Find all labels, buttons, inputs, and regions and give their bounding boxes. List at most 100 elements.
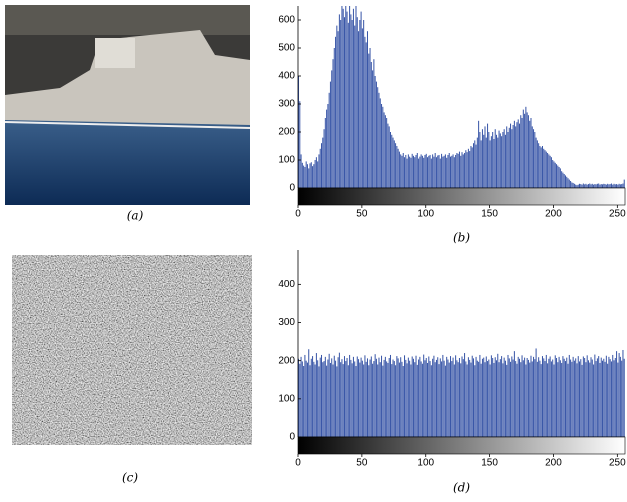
- bar: [464, 353, 466, 437]
- bar: [351, 363, 353, 437]
- bar: [471, 147, 473, 188]
- bar: [359, 362, 361, 437]
- bar: [404, 157, 406, 188]
- bar: [511, 129, 513, 188]
- bar: [433, 156, 435, 188]
- bar: [530, 355, 532, 437]
- bar: [457, 362, 459, 437]
- bar: [612, 184, 614, 188]
- bar: [553, 161, 555, 188]
- bar: [609, 184, 611, 188]
- bar: [375, 81, 377, 188]
- bar: [306, 362, 308, 437]
- bar: [414, 157, 416, 188]
- bar: [515, 361, 517, 437]
- bar: [492, 358, 494, 437]
- bar: [427, 157, 429, 188]
- bar: [375, 358, 377, 437]
- bar: [377, 87, 379, 188]
- bar: [549, 356, 551, 437]
- bar: [573, 183, 575, 188]
- bar: [340, 20, 342, 188]
- bar: [349, 6, 351, 188]
- y-tick-label: 500: [278, 43, 295, 54]
- bar: [572, 182, 574, 188]
- bar: [327, 104, 329, 188]
- bar: [432, 358, 434, 437]
- bar: [525, 364, 527, 437]
- x-tick-label: 200: [545, 458, 562, 469]
- bar: [548, 154, 550, 188]
- bar: [450, 156, 452, 188]
- bar: [480, 140, 482, 188]
- bar: [484, 362, 486, 437]
- bar: [387, 362, 389, 437]
- bar: [400, 357, 402, 437]
- bar: [577, 356, 579, 437]
- bar: [439, 358, 441, 437]
- bar: [461, 356, 463, 437]
- bar: [476, 137, 478, 188]
- bar: [524, 113, 526, 188]
- bar: [556, 164, 558, 188]
- bar: [466, 364, 468, 437]
- bar: [328, 353, 330, 437]
- bar: [567, 363, 569, 437]
- bar: [428, 155, 430, 188]
- bar: [538, 357, 540, 437]
- bar: [318, 366, 320, 437]
- bar: [554, 355, 556, 437]
- bar: [428, 356, 430, 437]
- bar: [561, 171, 563, 188]
- bar: [383, 112, 385, 188]
- bar: [596, 358, 598, 437]
- bar: [570, 181, 572, 188]
- bar: [305, 161, 307, 188]
- bar: [341, 359, 343, 437]
- photo-submarine: [4, 5, 251, 205]
- bar: [517, 119, 519, 188]
- bar: [343, 356, 346, 437]
- bar: [324, 118, 326, 188]
- bar: [567, 178, 569, 188]
- bar: [524, 357, 526, 437]
- bar: [446, 157, 448, 188]
- bar: [559, 168, 561, 188]
- bar: [301, 361, 303, 437]
- gray-scale-bar: [297, 187, 626, 206]
- bar: [545, 354, 547, 437]
- bar: [301, 162, 303, 188]
- bar: [378, 92, 380, 188]
- bar: [424, 154, 426, 188]
- bar: [438, 154, 440, 188]
- bar: [395, 365, 397, 437]
- bar: [451, 155, 453, 188]
- bar: [305, 360, 307, 437]
- bar: [515, 126, 517, 188]
- bar: [363, 364, 365, 437]
- bar: [402, 153, 404, 188]
- bar: [603, 183, 605, 188]
- bar: [504, 360, 506, 437]
- bar: [369, 359, 371, 437]
- bar: [596, 183, 598, 188]
- bar: [324, 356, 326, 437]
- bar: [409, 360, 411, 437]
- bar: [345, 361, 347, 437]
- bar: [579, 361, 581, 437]
- bar: [387, 123, 389, 188]
- y-tick-label: 600: [278, 15, 295, 26]
- bar: [547, 153, 549, 188]
- bar: [580, 359, 582, 437]
- bar: [350, 14, 352, 189]
- bar: [396, 146, 398, 188]
- bar: [495, 134, 498, 188]
- bar: [309, 163, 311, 188]
- bar: [346, 11, 348, 188]
- bar: [455, 355, 457, 437]
- bar: [545, 151, 547, 188]
- bar: [594, 184, 596, 188]
- bar: [469, 359, 471, 437]
- bar: [457, 153, 459, 188]
- bar: [507, 132, 509, 188]
